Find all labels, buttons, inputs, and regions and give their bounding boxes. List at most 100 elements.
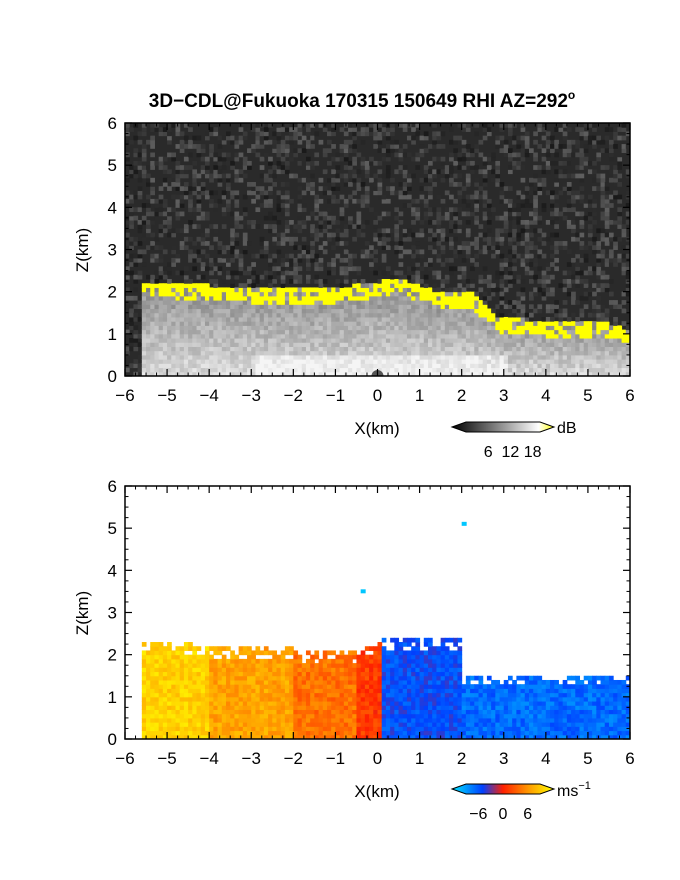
cell [423, 350, 429, 356]
cell [470, 316, 475, 322]
cell [478, 169, 484, 175]
cell [343, 308, 349, 314]
cell [444, 300, 450, 305]
cell [478, 338, 484, 343]
cell [394, 329, 400, 335]
cell [520, 291, 526, 297]
chart-title: 3D−CDL@Fukuoka 170315 150649 RHI AZ=292o [149, 88, 576, 112]
cell [364, 198, 370, 204]
cell [171, 321, 176, 326]
cell [428, 300, 433, 305]
cell [537, 177, 543, 183]
cell [453, 249, 458, 255]
cell [280, 325, 286, 331]
cell [571, 152, 576, 158]
cell [495, 139, 501, 145]
cell [141, 671, 147, 677]
cell [541, 283, 547, 288]
cell [394, 325, 400, 331]
cell [234, 249, 240, 255]
cell [587, 312, 593, 318]
cell [537, 253, 543, 259]
cell [348, 219, 353, 225]
cell [352, 177, 357, 183]
cell [428, 287, 433, 293]
cell [495, 338, 501, 343]
cell [297, 186, 303, 191]
cell [141, 354, 147, 360]
cell [516, 232, 522, 238]
cell [339, 127, 345, 132]
cell [369, 316, 374, 322]
cell [482, 371, 488, 376]
cell [209, 245, 214, 250]
cell [247, 304, 252, 310]
cell [230, 363, 235, 369]
cell [596, 257, 602, 263]
cell [255, 135, 261, 141]
cell [524, 131, 530, 137]
cell [461, 270, 467, 276]
cell [175, 295, 181, 301]
x-tick-label: −2 [284, 386, 303, 405]
cell [364, 131, 370, 137]
cell [600, 262, 606, 267]
cell [457, 152, 463, 158]
cell [171, 692, 176, 698]
cell [289, 241, 294, 246]
cell [512, 308, 517, 314]
cell [503, 363, 509, 369]
cell [596, 135, 602, 141]
cell [213, 283, 219, 288]
cell [369, 253, 374, 259]
cell [310, 295, 315, 301]
cell [221, 139, 227, 145]
cell [234, 253, 240, 259]
cell [507, 266, 513, 272]
cell [554, 182, 559, 187]
cell [234, 367, 240, 373]
cell [158, 321, 164, 326]
cell [415, 257, 421, 263]
cell [221, 135, 227, 141]
cell [373, 342, 378, 347]
cell [167, 304, 172, 310]
cell [465, 342, 471, 347]
cell [495, 182, 501, 187]
cell [158, 359, 164, 364]
cell [385, 173, 391, 179]
cell [566, 198, 572, 204]
cell [226, 354, 231, 360]
cell [604, 215, 610, 221]
cell [592, 350, 597, 356]
cell [129, 308, 134, 314]
cell [411, 274, 416, 280]
cell [428, 363, 433, 369]
cell [516, 359, 522, 364]
cell [175, 679, 181, 685]
cell [150, 350, 155, 356]
cell [537, 144, 543, 149]
cell [146, 173, 151, 179]
cell [470, 165, 475, 170]
cell [474, 182, 479, 187]
cell [529, 346, 534, 352]
cell [322, 287, 328, 293]
cell [272, 342, 277, 347]
cell [499, 127, 505, 132]
cell [604, 325, 610, 331]
cell [625, 333, 630, 339]
cell [179, 359, 185, 364]
cell [167, 325, 172, 331]
cell [524, 152, 530, 158]
cell [579, 135, 585, 141]
cell [301, 207, 307, 213]
cell [369, 127, 374, 132]
cell [474, 354, 479, 360]
cell [188, 701, 193, 706]
cell [133, 173, 139, 179]
cell [322, 359, 328, 364]
cell [587, 211, 593, 217]
cell [545, 363, 551, 369]
cell [150, 650, 155, 656]
